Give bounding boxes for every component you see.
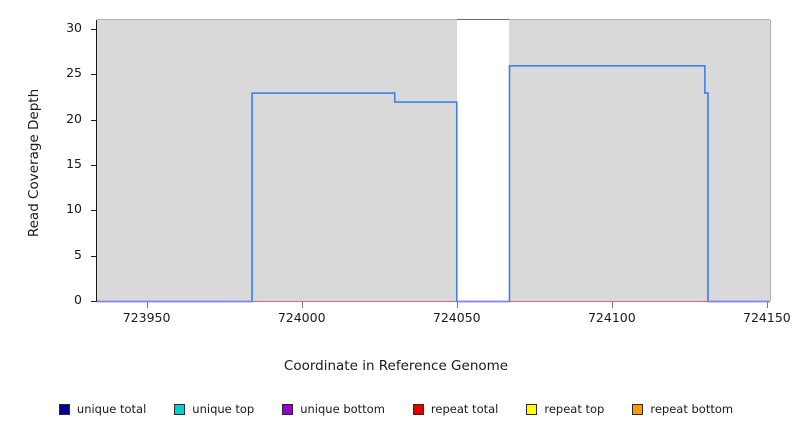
x-tick	[456, 302, 458, 308]
legend-swatch-icon	[174, 403, 186, 415]
legend-item-label: repeat total	[430, 402, 499, 416]
y-tick	[91, 29, 97, 31]
y-tick-label: 20	[66, 110, 82, 126]
y-tick-label: 10	[66, 201, 82, 217]
y-tick-label: 25	[66, 65, 82, 81]
y-tick-label: 5	[74, 246, 82, 262]
y-tick	[91, 210, 97, 212]
legend-item-label: unique total	[76, 402, 147, 416]
legend-swatch-icon	[58, 403, 70, 415]
y-axis-line	[96, 20, 97, 302]
series-line-unique-total	[97, 65, 770, 303]
y-tick-label: 0	[74, 292, 82, 307]
y-tick-label: 15	[66, 156, 82, 172]
legend-item[interactable]: unique top	[174, 402, 254, 416]
x-tick	[611, 302, 613, 308]
legend-item-label: repeat top	[544, 402, 605, 416]
x-tick	[301, 302, 303, 308]
y-tick	[91, 119, 97, 121]
legend-swatch-icon	[412, 403, 424, 415]
x-tick	[766, 302, 768, 308]
y-tick	[91, 255, 97, 257]
masked-region-gap	[456, 20, 510, 302]
x-tick-label: 724100	[587, 310, 636, 325]
legend-item[interactable]: repeat bottom	[632, 402, 733, 416]
legend-item[interactable]: unique total	[58, 402, 147, 416]
legend-item-label: unique top	[192, 402, 255, 416]
x-tick-label: 724150	[743, 310, 791, 325]
legend-item-label: unique bottom	[300, 402, 385, 416]
x-tick-label: 724000	[277, 310, 326, 325]
legend-swatch-icon	[526, 403, 538, 415]
x-tick	[146, 302, 148, 308]
legend-item[interactable]: repeat top	[526, 402, 604, 416]
y-tick	[91, 301, 97, 302]
plot-panel	[97, 20, 770, 301]
legend-swatch-icon	[632, 403, 644, 415]
legend-item[interactable]: repeat total	[412, 402, 499, 416]
y-tick	[91, 165, 97, 167]
panel-top-border	[97, 19, 770, 20]
panel-right-border	[770, 20, 771, 301]
x-axis-title: Coordinate in Reference Genome	[283, 358, 509, 374]
x-tick-label: 723950	[122, 310, 171, 325]
y-tick-label: 30	[66, 20, 82, 36]
chart-legend: unique total unique top unique bottom repea…	[0, 398, 792, 420]
masked-region-top-border	[456, 19, 510, 20]
y-axis-title: Read Coverage Depth	[26, 88, 42, 238]
y-tick	[91, 74, 97, 76]
x-tick-label: 724050	[432, 310, 481, 325]
legend-item-label: repeat bottom	[650, 402, 734, 416]
legend-swatch-icon	[282, 403, 294, 415]
legend-item[interactable]: unique bottom	[282, 402, 385, 416]
